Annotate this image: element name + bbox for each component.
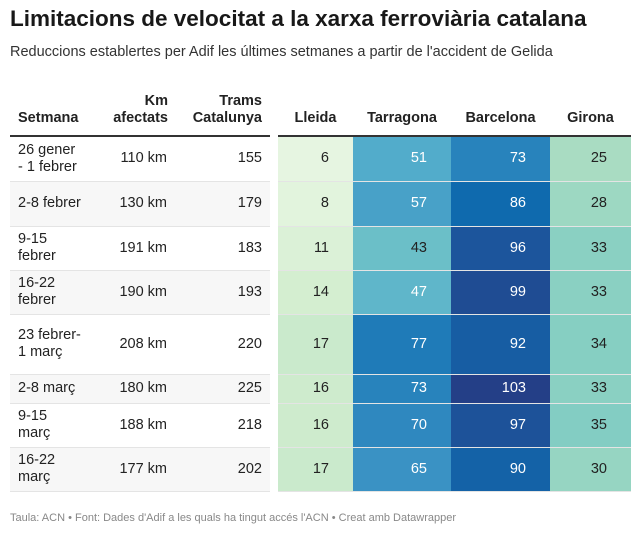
cell-trams-catalunya: 179 — [175, 181, 270, 227]
cell-barcelona: 96 — [451, 226, 550, 271]
cell-lleida: 17 — [278, 314, 353, 375]
cell-barcelona: 97 — [451, 403, 550, 448]
cell-girona: 33 — [550, 226, 631, 271]
cell-girona: 34 — [550, 314, 631, 375]
column-gap — [270, 181, 278, 226]
cell-setmana: 2-8 març — [10, 374, 100, 404]
cell-lleida: 8 — [278, 181, 353, 227]
cell-km-afectats: 191 km — [100, 226, 175, 271]
cell-barcelona: 99 — [451, 270, 550, 315]
header-gap — [270, 86, 278, 136]
cell-lleida: 17 — [278, 447, 353, 492]
cell-girona: 30 — [550, 447, 631, 492]
cell-tarragona: 47 — [353, 270, 451, 315]
cell-km-afectats: 110 km — [100, 136, 175, 182]
cell-barcelona: 92 — [451, 314, 550, 375]
table-row: 16-22 març 177 km 202 17 65 90 30 — [10, 447, 631, 492]
cell-setmana: 23 febrer-1 març — [10, 314, 100, 375]
table-row: 9-15 març 188 km 218 16 70 97 35 — [10, 403, 631, 448]
cell-girona: 35 — [550, 403, 631, 448]
cell-girona: 33 — [550, 374, 631, 404]
cell-lleida: 11 — [278, 226, 353, 271]
cell-barcelona: 73 — [451, 136, 550, 182]
cell-setmana: 16-22 febrer — [10, 270, 100, 315]
cell-trams-catalunya: 155 — [175, 136, 270, 182]
table-row: 2-8 febrer 130 km 179 8 57 86 28 — [10, 181, 631, 227]
header-tarragona[interactable]: Tarragona — [353, 86, 451, 137]
table-row: 9-15 febrer 191 km 183 11 43 96 33 — [10, 226, 631, 271]
column-gap — [270, 314, 278, 374]
cell-girona: 28 — [550, 181, 631, 227]
header-trams-catalunya[interactable]: Trams Catalunya — [175, 86, 270, 137]
cell-lleida: 16 — [278, 374, 353, 404]
table-row: 16-22 febrer 190 km 193 14 47 99 33 — [10, 270, 631, 315]
column-gap — [270, 374, 278, 403]
column-gap — [270, 403, 278, 447]
cell-girona: 33 — [550, 270, 631, 315]
cell-barcelona: 86 — [451, 181, 550, 227]
cell-tarragona: 73 — [353, 374, 451, 404]
cell-km-afectats: 190 km — [100, 270, 175, 315]
header-setmana[interactable]: Setmana — [10, 86, 100, 137]
column-gap — [270, 447, 278, 491]
cell-barcelona: 90 — [451, 447, 550, 492]
cell-lleida: 16 — [278, 403, 353, 448]
cell-setmana: 9-15 març — [10, 403, 100, 448]
cell-setmana: 2-8 febrer — [10, 181, 100, 227]
header-lleida[interactable]: Lleida — [278, 86, 353, 137]
header-row: Setmana Km afectats Trams Catalunya Llei… — [10, 86, 631, 137]
cell-tarragona: 65 — [353, 447, 451, 492]
cell-tarragona: 51 — [353, 136, 451, 182]
cell-km-afectats: 177 km — [100, 447, 175, 492]
cell-trams-catalunya: 225 — [175, 374, 270, 404]
cell-barcelona: 103 — [451, 374, 550, 404]
cell-setmana: 9-15 febrer — [10, 226, 100, 271]
cell-tarragona: 57 — [353, 181, 451, 227]
cell-km-afectats: 180 km — [100, 374, 175, 404]
column-gap — [270, 270, 278, 314]
table-row: 2-8 març 180 km 225 16 73 103 33 — [10, 374, 631, 404]
data-table: Setmana Km afectats Trams Catalunya Llei… — [10, 86, 631, 492]
chart-title: Limitacions de velocitat a la xarxa ferr… — [10, 6, 587, 31]
cell-tarragona: 43 — [353, 226, 451, 271]
chart-subtitle: Reduccions establertes per Adif les últi… — [10, 44, 553, 60]
footer-credits: Taula: ACN • Font: Dades d'Adif a les qu… — [10, 512, 457, 524]
header-barcelona[interactable]: Barcelona — [451, 86, 550, 137]
header-girona[interactable]: Girona — [550, 86, 631, 137]
header-km-afectats[interactable]: Km afectats — [100, 86, 175, 137]
column-gap — [270, 226, 278, 270]
table-row: 26 gener - 1 febrer 110 km 155 6 51 73 25 — [10, 136, 631, 182]
cell-trams-catalunya: 202 — [175, 447, 270, 492]
table-row: 23 febrer-1 març 208 km 220 17 77 92 34 — [10, 314, 631, 375]
cell-trams-catalunya: 220 — [175, 314, 270, 375]
cell-trams-catalunya: 183 — [175, 226, 270, 271]
cell-girona: 25 — [550, 136, 631, 182]
cell-trams-catalunya: 193 — [175, 270, 270, 315]
column-gap — [270, 136, 278, 181]
cell-km-afectats: 188 km — [100, 403, 175, 448]
cell-setmana: 26 gener - 1 febrer — [10, 136, 100, 182]
cell-tarragona: 77 — [353, 314, 451, 375]
cell-km-afectats: 208 km — [100, 314, 175, 375]
cell-lleida: 14 — [278, 270, 353, 315]
cell-lleida: 6 — [278, 136, 353, 182]
cell-tarragona: 70 — [353, 403, 451, 448]
cell-trams-catalunya: 218 — [175, 403, 270, 448]
cell-km-afectats: 130 km — [100, 181, 175, 227]
cell-setmana: 16-22 març — [10, 447, 100, 492]
